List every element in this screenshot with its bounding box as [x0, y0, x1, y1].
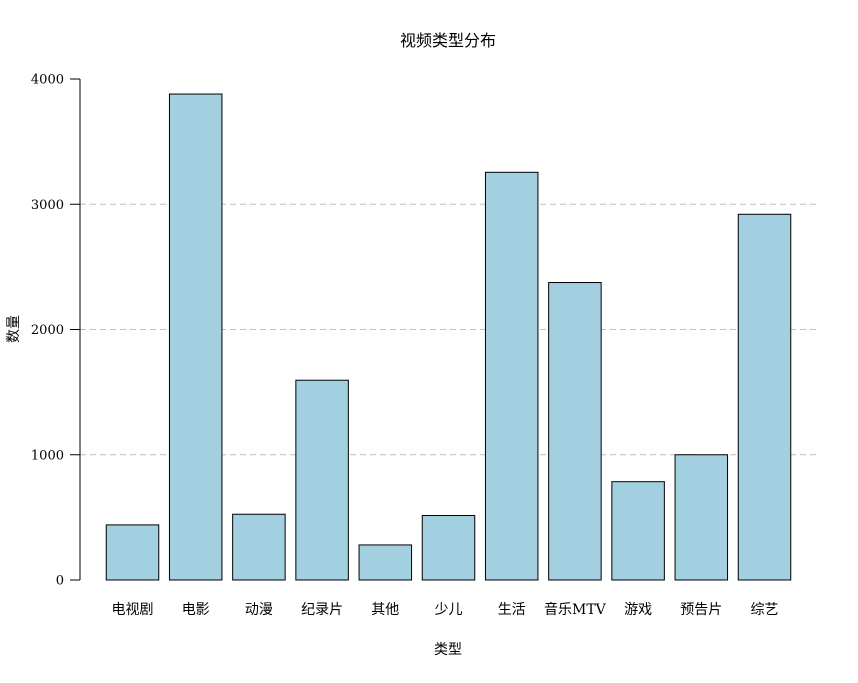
bar-3	[295, 379, 349, 581]
x-tick-label-8: 游戏	[624, 602, 652, 618]
bar-4	[358, 544, 413, 581]
x-tick-label-0: 电视剧	[112, 602, 154, 618]
x-tick-label-4: 其他	[371, 602, 399, 618]
bar-1	[168, 93, 223, 581]
x-tick-label-7: 音乐MTV	[544, 601, 607, 618]
bars	[105, 93, 792, 581]
bar-0	[105, 524, 160, 581]
x-tick-label-6: 生活	[498, 602, 526, 618]
bar-8	[611, 481, 665, 581]
x-tick-label-3: 纪录片	[301, 602, 343, 618]
bar-6	[484, 171, 539, 581]
bar-7	[548, 282, 602, 581]
y-tick-label-3: 3000	[31, 198, 64, 213]
bar-5	[421, 514, 476, 581]
chart-title: 视频类型分布	[400, 31, 496, 50]
y-axis: 0 1000 2000 3000 4000	[31, 73, 81, 589]
x-axis-label: 类型	[434, 642, 462, 658]
bar-2	[232, 513, 286, 581]
x-tick-labels: 电视剧 电影 动漫 纪录片 其他 少儿 生活 音乐MTV 游戏 预告片 综艺	[112, 601, 779, 618]
y-tick-label-1: 1000	[31, 448, 64, 463]
y-tick-label-2: 2000	[31, 323, 64, 338]
x-tick-label-9: 预告片	[680, 602, 722, 618]
y-axis-label: 数量	[6, 315, 22, 343]
bar-10	[737, 213, 792, 581]
y-tick-label-4: 4000	[31, 73, 64, 88]
x-tick-label-10: 综艺	[751, 602, 779, 618]
x-tick-label-1: 电影	[182, 602, 210, 618]
y-tick-label-0: 0	[56, 574, 64, 589]
x-tick-label-2: 动漫	[245, 602, 273, 618]
x-tick-label-5: 少儿	[435, 602, 463, 618]
bar-9	[674, 454, 729, 581]
